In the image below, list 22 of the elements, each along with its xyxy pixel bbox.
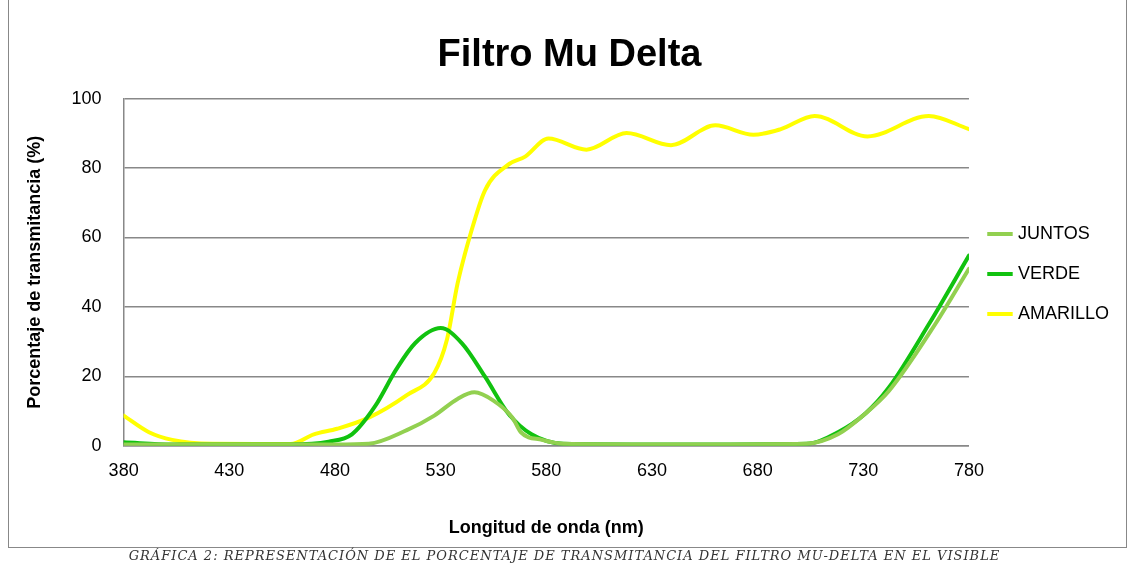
y-tick-label: 100 xyxy=(71,87,102,108)
x-tick-label: 630 xyxy=(636,459,667,480)
chart-title: Filtro Mu Delta xyxy=(437,32,703,75)
y-axis-title: Porcentaje de transmitancia (%) xyxy=(23,135,44,409)
y-tick-label: 20 xyxy=(81,365,102,386)
legend-label: AMARILLO xyxy=(1017,302,1109,323)
y-tick-label: 40 xyxy=(81,295,102,316)
legend-label: JUNTOS xyxy=(1017,222,1090,243)
x-tick-label: 730 xyxy=(848,459,879,480)
y-tick-label: 80 xyxy=(81,157,102,178)
text: GRÁFICA 2: REPRESENTACIÓN DE EL PORCENTAJE DE TRANSMITANCIA DEL FILTRO MU-DELTA EN EL VISIBLE xyxy=(127,548,1002,563)
x-tick-label: 430 xyxy=(214,459,245,480)
y-tick-label: 0 xyxy=(91,434,102,455)
x-tick-label: 530 xyxy=(425,459,456,480)
legend-label: VERDE xyxy=(1017,262,1080,283)
x-tick-label: 680 xyxy=(742,459,773,480)
y-tick-label: 60 xyxy=(81,226,102,247)
x-axis-title: Longitud de onda (nm) xyxy=(448,517,644,538)
x-tick-label: 780 xyxy=(953,459,984,480)
x-tick-label: 580 xyxy=(531,459,562,480)
x-tick-label: 380 xyxy=(108,459,139,480)
x-tick-label: 480 xyxy=(319,459,350,480)
